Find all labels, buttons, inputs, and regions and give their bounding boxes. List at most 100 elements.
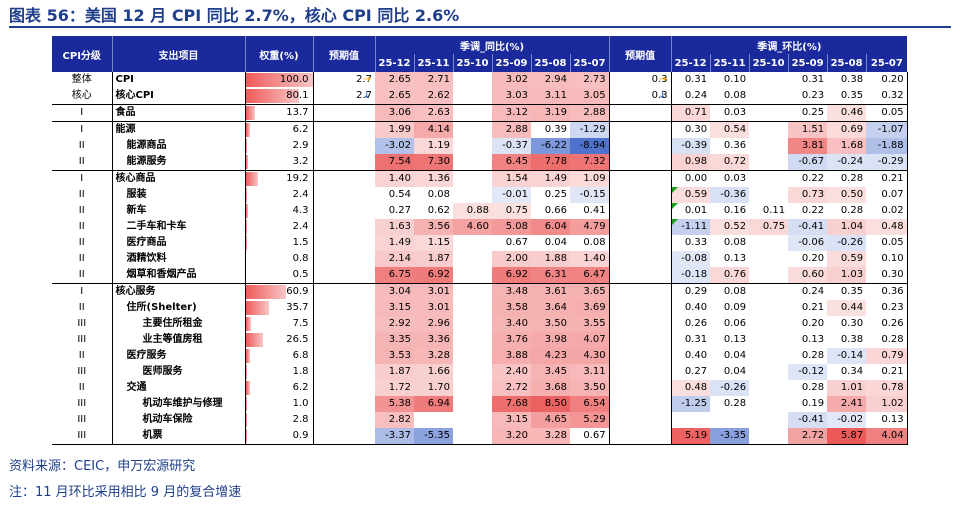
weight-value: 6.8	[292, 350, 309, 361]
weight-value: 0.5	[292, 269, 309, 280]
yoy-value-cell: 4.60	[453, 219, 492, 235]
yoy-value-cell: 1.49	[375, 235, 414, 251]
forecast-yoy-cell	[312, 332, 375, 348]
weight-bar	[246, 252, 247, 266]
yoy-value-cell: 7.78	[531, 154, 570, 171]
yoy-value-cell: 0.66	[544, 205, 567, 216]
weight-value: 6.2	[292, 124, 309, 135]
mom-value-cell: 5.19	[670, 428, 711, 445]
forecast-mom-cell	[608, 104, 672, 122]
yoy-value-cell	[453, 396, 492, 412]
table-row: III 机动车保险 2.8 2.82 3.15 4.65 5.29 -0.41 -0.02 0.1…	[52, 412, 908, 428]
yoy-value-cell: 0.67	[570, 428, 610, 445]
forecast-yoy-cell	[312, 348, 375, 364]
mom-value-cell: 2.72	[788, 428, 828, 445]
weight-bar	[246, 220, 248, 234]
yoy-value-cell: -8.94	[570, 138, 610, 154]
trend-arrow-icon: ↓	[658, 90, 667, 101]
yoy-value-cell: 3.56	[414, 219, 453, 235]
mom-value-cell: -1.11	[670, 219, 711, 235]
weight-bar	[246, 413, 248, 427]
yoy-value-cell: 1.19	[414, 138, 453, 154]
weight-cell: 4.3	[244, 203, 313, 219]
mom-value-cell: 0.19	[801, 398, 825, 409]
forecast-yoy-cell	[312, 380, 375, 396]
mom-value-cell: 0.24	[670, 88, 711, 105]
mom-value-cell	[749, 348, 788, 364]
cpi-level-cell: 核心	[71, 90, 92, 101]
yoy-value-cell: 1.63	[375, 219, 414, 235]
mom-value-cell: 0.07	[866, 187, 908, 203]
yoy-value-cell	[453, 154, 492, 171]
item-name-cell: 能源	[111, 121, 245, 138]
mom-value-cell: 0.28	[801, 382, 825, 393]
yoy-value-cell	[453, 88, 492, 105]
cpi-level-cell: I	[52, 170, 112, 187]
table-row: 整体 CPI 100.0 2.7 → 2.65 2.71 3.02 2.94 2.73 0.3 → 0.…	[52, 72, 908, 88]
mom-value-cell: 0.29	[670, 283, 711, 300]
mom-value-cell: 0.03	[710, 104, 750, 122]
weight-value: 60.9	[286, 286, 309, 297]
mom-value-cell: 0.13	[723, 334, 747, 345]
yoy-value-cell	[453, 348, 492, 364]
forecast-yoy-cell	[312, 104, 375, 122]
weight-value: 19.2	[286, 173, 309, 184]
weight-bar	[246, 123, 250, 137]
yoy-value-cell: 3.69	[570, 300, 610, 316]
header-cpi-level: CPI分级	[52, 36, 112, 72]
forecast-mom-cell	[608, 364, 672, 380]
mom-value-cell: 0.46	[827, 104, 867, 122]
item-name-cell: 酒精饮料	[111, 251, 245, 267]
cpi-level-cell: II	[78, 156, 85, 167]
weight-bar	[246, 301, 270, 315]
header-mom-group: 季调_环比(%)	[670, 36, 908, 54]
weight-bar	[246, 349, 251, 363]
mom-value-cell: 0.30	[866, 267, 908, 284]
forecast-yoy-cell	[312, 412, 375, 428]
yoy-value-cell	[453, 138, 492, 154]
weight-value: 2.4	[292, 221, 309, 232]
weight-cell: 6.8	[244, 348, 313, 364]
forecast-mom-cell	[608, 203, 672, 219]
yoy-value-cell: 7.32	[570, 154, 610, 171]
table-row: I 核心服务 60.9 3.04 3.01 3.48 3.61 3.65 0.29 0.08 0.2…	[52, 283, 908, 300]
item-name-cell: 医疗服务	[111, 348, 245, 364]
table-row: III 业主等值房租 26.5 3.35 3.36 3.76 3.98 4.07 0.31 0.1…	[52, 332, 908, 348]
table-row: III 医师服务 1.8 1.87 1.66 2.40 3.45 3.11 0.27 0.04 -0…	[52, 364, 908, 380]
item-name-cell: 机票	[111, 428, 245, 445]
cpi-level-cell: III	[52, 428, 112, 445]
source-note: 资料来源：CEIC，申万宏源研究	[9, 459, 196, 474]
weight-bar	[246, 381, 250, 395]
mom-value-cell: 0.23	[801, 90, 825, 101]
mom-value-cell: 1.01	[827, 380, 867, 396]
mom-value-cell: 0.13	[723, 253, 747, 264]
forecast-yoy-cell	[312, 235, 375, 251]
table-row: II 新车 4.3 0.27 0.62 0.88 0.75 0.66 0.41 0.01 0.16 0…	[52, 203, 908, 219]
yoy-value-cell: 3.20	[492, 428, 531, 445]
mom-value-cell	[749, 300, 788, 316]
yoy-value-cell	[453, 332, 492, 348]
mom-value-cell: -0.26	[827, 235, 867, 251]
yoy-value-cell: 6.92	[414, 267, 453, 284]
mom-value-cell: 0.28	[827, 170, 867, 187]
weight-cell: 80.1	[244, 88, 313, 105]
mom-value-cell: 2.41	[827, 396, 867, 412]
yoy-value-cell: 0.88	[453, 203, 492, 219]
footnote: 注：11 月环比采用相比 9 月的复合增速	[9, 485, 242, 500]
yoy-value-cell: -0.15	[570, 187, 610, 203]
yoy-value-cell: 6.31	[531, 267, 570, 284]
yoy-value-cell: 4.65	[531, 412, 570, 428]
mom-value-cell	[749, 72, 788, 88]
weight-value: 1.8	[292, 366, 309, 377]
table-row: II 能源服务 3.2 7.54 7.30 6.45 7.78 7.32 0.98 0.72 -0.…	[52, 154, 908, 171]
forecast-mom-cell	[608, 121, 672, 138]
yoy-value-cell: -3.02	[375, 138, 414, 154]
weight-value: 0.8	[292, 253, 309, 264]
weight-cell: 1.5	[244, 235, 313, 251]
yoy-value-cell: 3.40	[492, 316, 531, 332]
mom-value-cell: 0.26	[670, 316, 711, 332]
yoy-value-cell: 2.71	[414, 72, 453, 88]
header-month: 25-10	[452, 54, 492, 72]
mom-value-cell: 0.04	[723, 350, 747, 361]
weight-cell: 6.2	[244, 380, 313, 396]
